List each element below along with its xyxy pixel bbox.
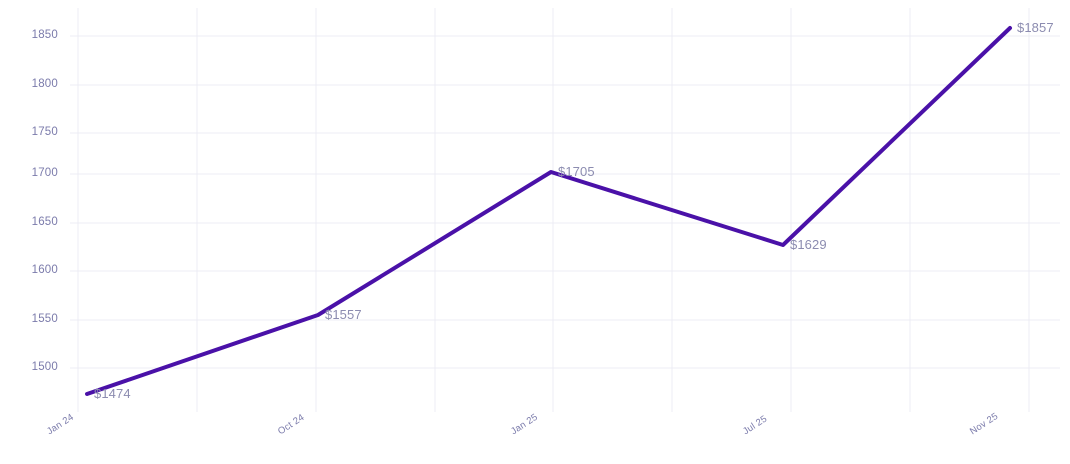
data-point-label: $1705 <box>558 164 595 179</box>
y-axis-tick-label: 1700 <box>31 167 58 179</box>
y-axis-tick-label: 1600 <box>31 264 58 276</box>
data-point-label: $1857 <box>1017 20 1054 35</box>
data-point-label: $1629 <box>790 237 827 252</box>
y-axis-tick-label: 1650 <box>31 216 58 228</box>
y-axis-tick-label: 1550 <box>31 313 58 325</box>
y-axis-tick-label: 1850 <box>31 29 58 41</box>
x-gridlines <box>77 8 1030 412</box>
series-line-primary <box>85 26 1012 396</box>
data-point-label: $1474 <box>94 386 131 401</box>
y-gridlines <box>70 35 1060 369</box>
y-axis-tick-label: 1750 <box>31 126 58 138</box>
y-axis-tick-label: 1800 <box>31 78 58 90</box>
data-point-label: $1557 <box>325 307 362 322</box>
y-axis-tick-label: 1500 <box>31 361 58 373</box>
